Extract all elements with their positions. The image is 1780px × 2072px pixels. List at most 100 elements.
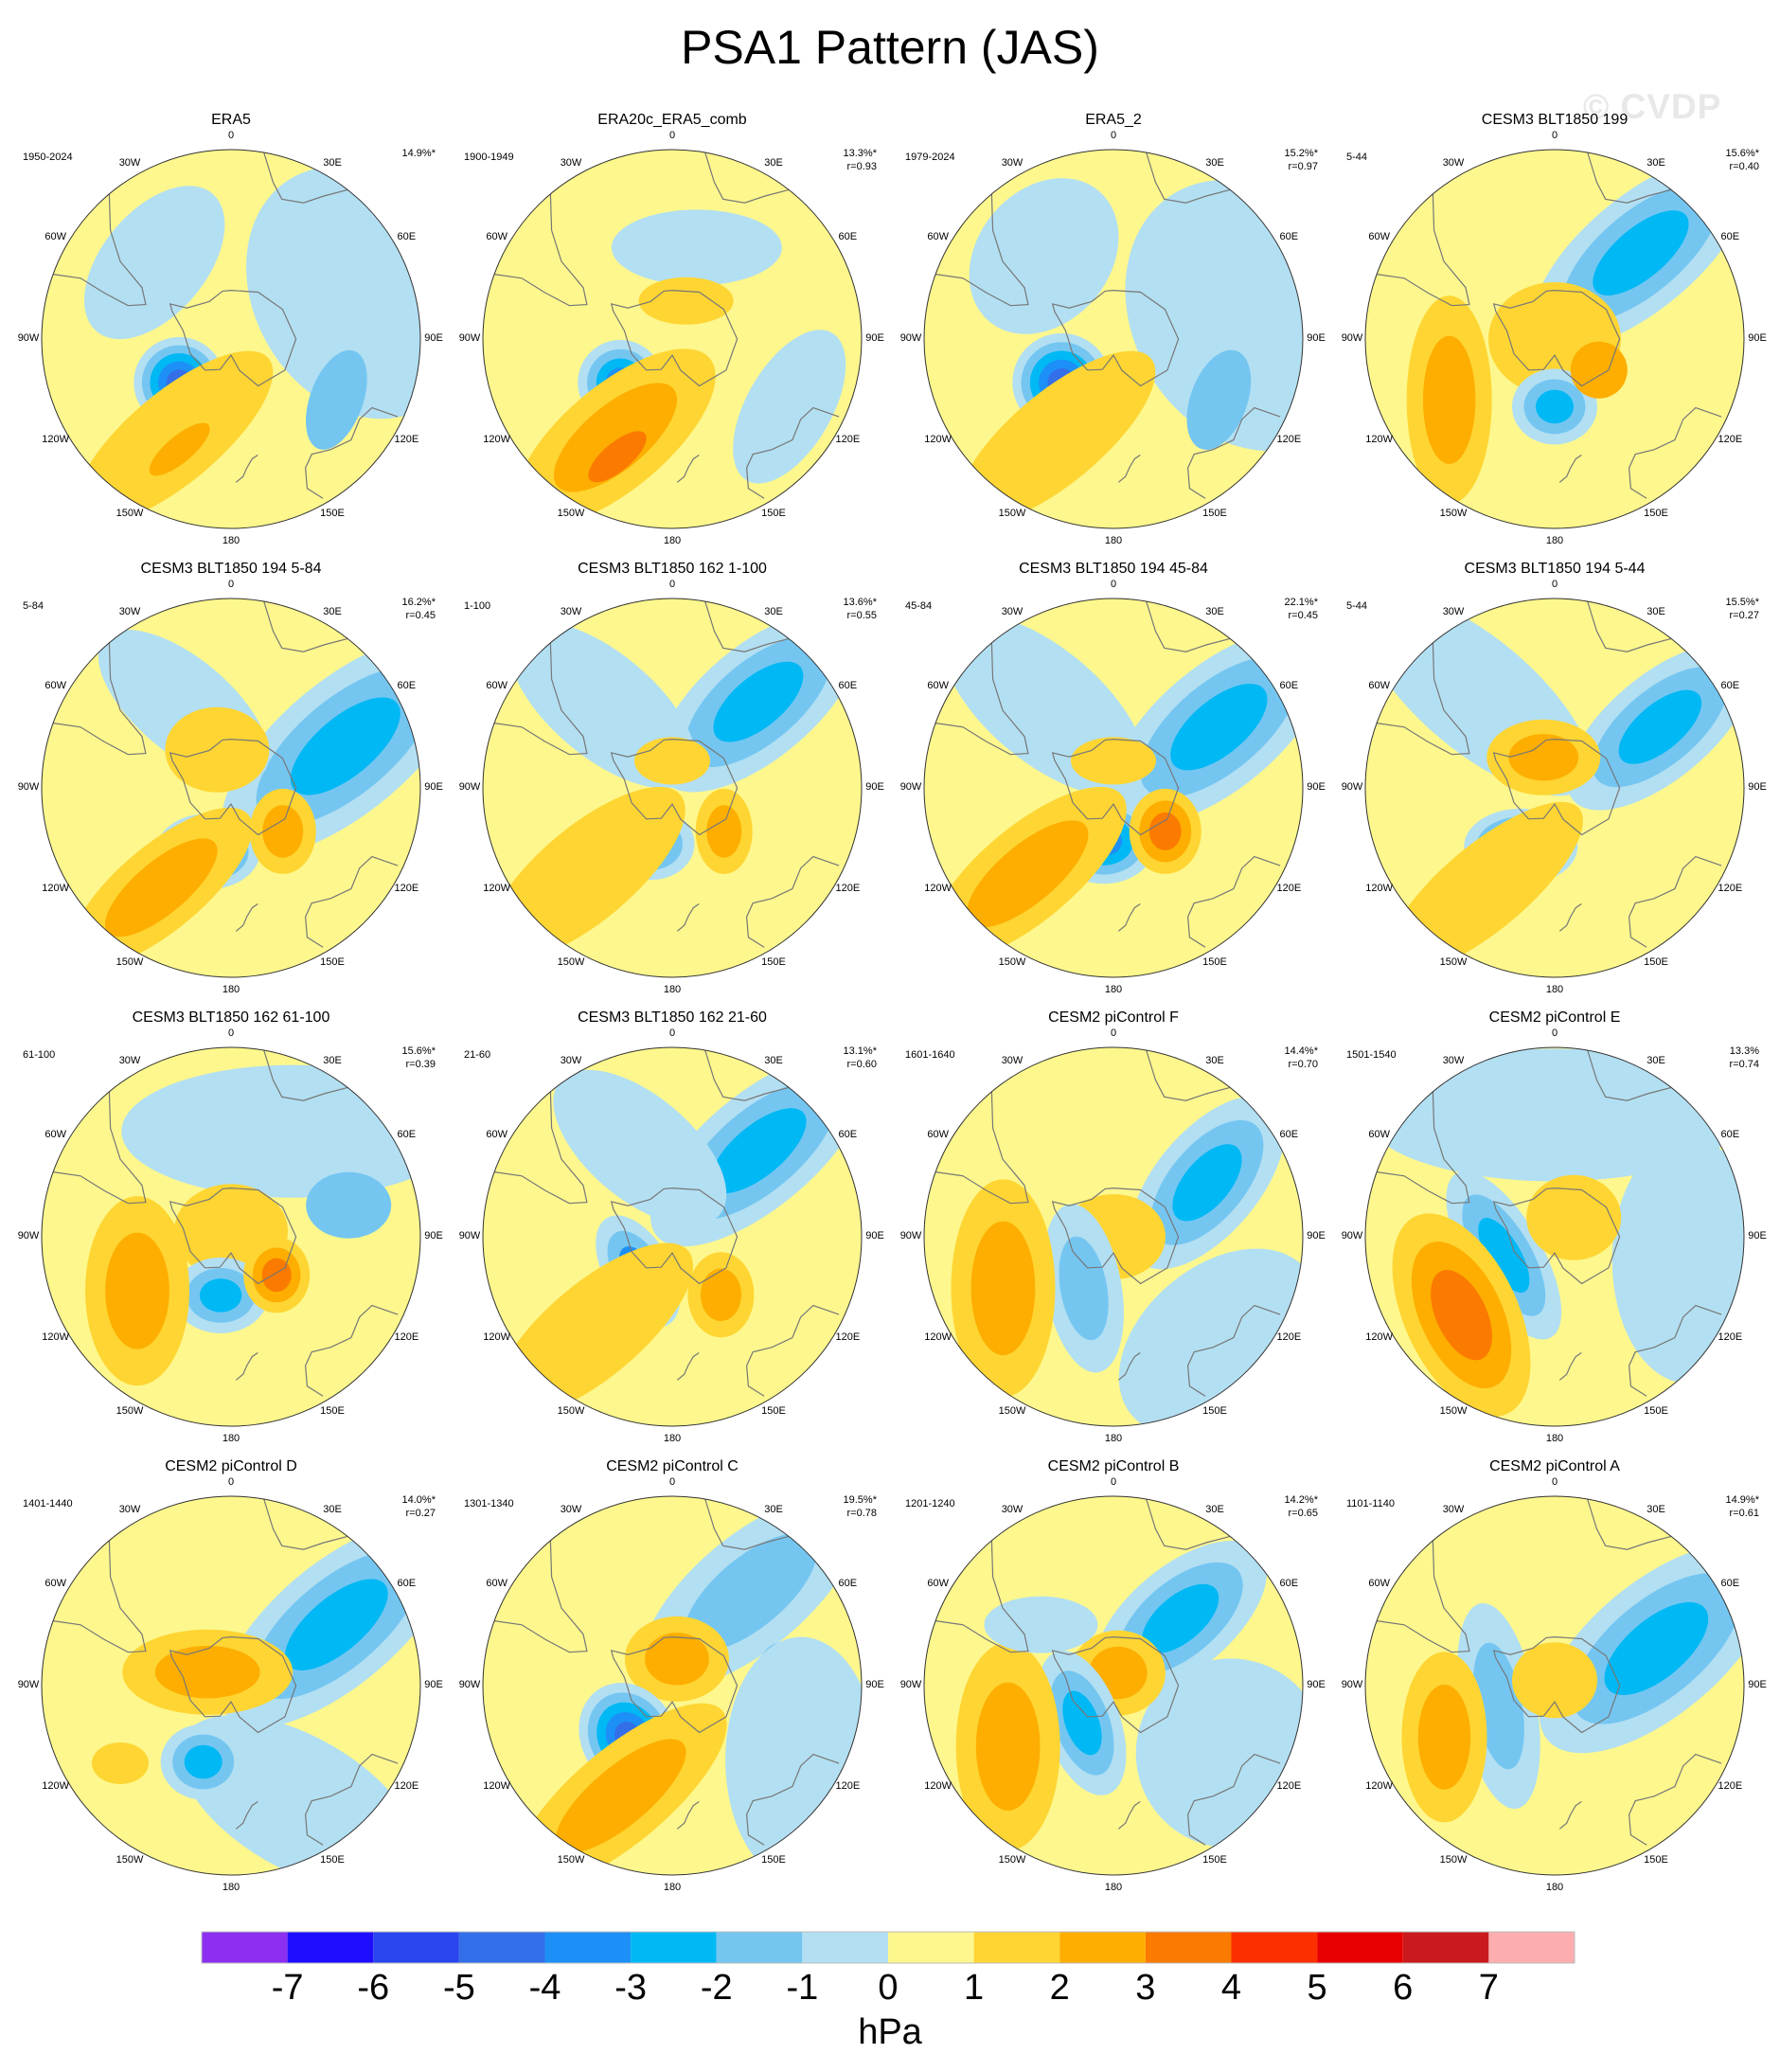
contour-fill — [984, 1596, 1098, 1653]
contour-fill — [588, 431, 647, 483]
panel-variance-pct: 19.5%* — [843, 1494, 877, 1506]
longitude-label: 180 — [663, 535, 682, 546]
longitude-label: 120E — [835, 883, 861, 894]
colorbar-tick-label: -4 — [528, 1968, 561, 2008]
colorbar-tick-label: 6 — [1393, 1968, 1414, 2008]
contour-fill — [1417, 1684, 1471, 1790]
colorbar-frame — [201, 1931, 1575, 1964]
longitude-label: 150E — [761, 508, 786, 520]
antarctica-outline — [1051, 1187, 1180, 1285]
panel-years: 1601-1640 — [905, 1049, 955, 1061]
panel-variance-pct: 14.9%* — [1725, 1494, 1759, 1506]
longitude-label: 90W — [17, 1230, 40, 1241]
longitude-label: 150W — [1439, 508, 1468, 520]
longitude-label: 180 — [1104, 1882, 1123, 1893]
africa-outline — [263, 152, 348, 204]
longitude-label: 180 — [1545, 535, 1564, 546]
contour-fill — [700, 1268, 741, 1321]
colorbar-swatch — [202, 1932, 288, 1963]
longitude-label: 150E — [1644, 956, 1668, 969]
panel-years: 1301-1340 — [464, 1498, 514, 1509]
africa-outline — [263, 1049, 348, 1101]
longitude-label: 120W — [483, 1331, 511, 1343]
contour-fill — [553, 383, 678, 492]
longitude-label: 0 — [227, 579, 235, 590]
map-panel: CESM3 BLT1850 162 1-100 1-100 13.6%* r=0.55… — [453, 561, 892, 1006]
contour-fill — [1059, 1236, 1109, 1341]
panel-years: 1979-2024 — [905, 152, 955, 163]
map-border — [1364, 149, 1745, 529]
panel-variance-pct: 13.1%* — [843, 1045, 877, 1057]
contour-fill — [149, 422, 210, 476]
panel-title: ERA20c_ERA5_comb — [597, 112, 747, 128]
contour-fill — [1365, 1048, 1744, 1182]
africa-outline — [1146, 1498, 1231, 1550]
longitude-label: 90W — [1341, 1679, 1363, 1690]
longitude-label: 150E — [1644, 1405, 1668, 1418]
panel-years: 5-84 — [23, 600, 44, 612]
contour-fill — [634, 737, 710, 785]
antarctica-outline — [169, 738, 297, 836]
africa-outline — [1146, 152, 1231, 204]
longitude-label: 60W — [486, 680, 507, 691]
longitude-label: 60W — [1368, 231, 1390, 242]
africa-outline — [1146, 600, 1231, 652]
contour-fill — [494, 1242, 693, 1418]
africa-outline — [1587, 1498, 1672, 1550]
longitude-label: 30E — [323, 1503, 342, 1515]
antarctica-outline — [169, 1635, 297, 1734]
contour-fill — [1071, 737, 1156, 785]
longitude-label: 120W — [924, 434, 952, 445]
map-border — [41, 1046, 421, 1427]
australia-outline — [304, 855, 399, 948]
contour-fill — [306, 1171, 392, 1239]
panel-variance-pct: 13.3% — [1729, 1045, 1759, 1057]
longitude-label: 180 — [1104, 535, 1123, 546]
contour-fill — [957, 350, 1156, 525]
longitude-label: 120W — [42, 1780, 70, 1792]
panel-title: CESM2 piControl C — [606, 1458, 739, 1474]
colorbar-swatch — [888, 1932, 974, 1963]
longitude-label: 90E — [1748, 332, 1767, 344]
longitude-label: 90W — [899, 781, 922, 793]
panel-years: 1101-1140 — [1346, 1498, 1395, 1509]
panel-correlation: r=0.61 — [1729, 1508, 1760, 1519]
australia-outline — [1186, 1304, 1281, 1397]
longitude-label: 150W — [1439, 1405, 1468, 1418]
antarctica-outline — [1051, 738, 1180, 836]
longitude-label: 60W — [44, 1129, 66, 1140]
map-border — [1364, 598, 1745, 978]
panel-variance-pct: 22.1%* — [1284, 597, 1318, 608]
panel-years: 61-100 — [23, 1049, 56, 1061]
contour-fill — [306, 349, 367, 450]
longitude-label: 60W — [927, 1129, 949, 1140]
map-border — [482, 1046, 863, 1427]
map-panel: CESM2 piControl B 1201-1240 14.2%* r=0.65 0 3… — [894, 1458, 1333, 1903]
australia-outline — [1628, 855, 1722, 948]
polar-map — [482, 149, 863, 529]
longitude-label: 120W — [1365, 434, 1394, 445]
longitude-label: 30W — [1001, 605, 1024, 617]
new-zealand-outline — [1558, 1801, 1582, 1830]
longitude-label: 120W — [483, 1780, 511, 1792]
south-america-outline — [1377, 642, 1470, 756]
panel-title: CESM3 BLT1850 162 61-100 — [132, 1009, 330, 1026]
longitude-label: 150E — [761, 956, 786, 969]
panel-title: CESM3 BLT1850 194 5-84 — [140, 561, 322, 577]
panel-variance-pct: 16.2%* — [401, 597, 436, 608]
longitude-label: 90E — [1307, 1679, 1326, 1690]
australia-outline — [304, 406, 399, 499]
new-zealand-outline — [235, 1352, 258, 1381]
longitude-label: 30E — [764, 156, 783, 169]
longitude-label: 90W — [899, 332, 922, 344]
polar-map — [923, 149, 1304, 529]
contour-fill — [1478, 1218, 1530, 1294]
longitude-label: 180 — [222, 535, 240, 546]
australia-outline — [745, 1753, 840, 1846]
longitude-label: 180 — [222, 1882, 240, 1893]
panel-title: ERA5_2 — [1085, 112, 1142, 128]
south-america-outline — [935, 1540, 1029, 1653]
antarctica-outline — [1492, 738, 1621, 836]
contour-fill — [1170, 684, 1268, 771]
south-america-outline — [1377, 193, 1470, 307]
